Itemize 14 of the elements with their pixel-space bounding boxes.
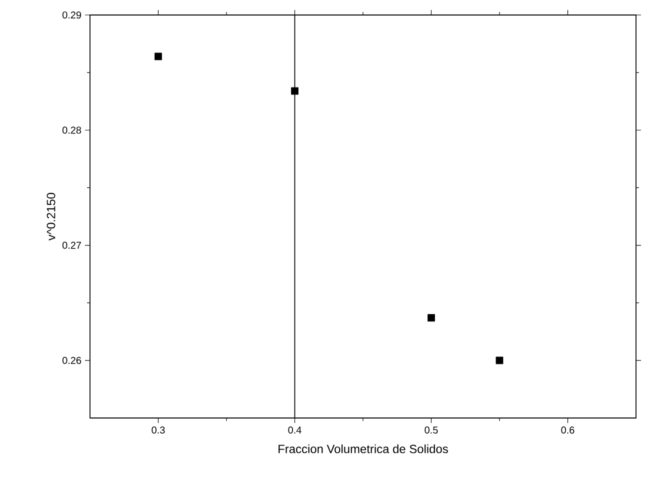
x-tick-label: 0.4: [288, 426, 302, 434]
y-tick-label: 0.27: [62, 242, 81, 249]
point: [291, 87, 298, 95]
point: [428, 314, 435, 322]
y-tick-label: 0.28: [62, 126, 82, 134]
x-tick-label: 0.3: [152, 426, 165, 434]
point: [496, 356, 504, 364]
y-axis-title: v^0.2150: [46, 192, 56, 241]
x-axis-title: Fraccion Volumetrica de Solidos: [278, 444, 448, 454]
y-tick-label: 0.29: [62, 11, 82, 19]
x-tick-label: 0.5: [424, 426, 438, 434]
y-tick-label: 0.26: [62, 356, 82, 364]
point: [154, 52, 162, 60]
x-tick-label: 0.6: [561, 426, 574, 434]
